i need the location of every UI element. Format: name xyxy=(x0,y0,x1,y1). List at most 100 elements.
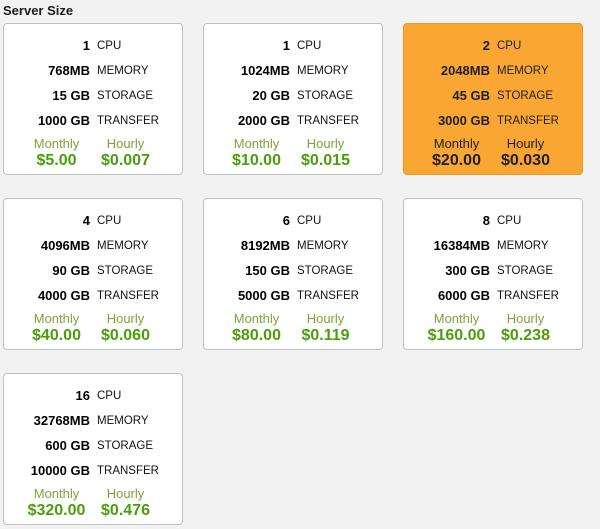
page-title: Server Size xyxy=(3,3,74,18)
memory-value: 16384MB xyxy=(433,238,490,253)
spec-row-transfer: 1000 GB TRANSFER xyxy=(4,108,182,133)
price-row: $10.00 $0.015 xyxy=(204,151,382,170)
price-header: Monthly Hourly xyxy=(4,136,182,151)
transfer-value: 3000 GB xyxy=(437,113,490,128)
cpu-value: 4 xyxy=(82,213,90,228)
price-row: $20.00 $0.030 xyxy=(404,151,582,170)
memory-value: 2048MB xyxy=(440,63,490,78)
price-row: $40.00 $0.060 xyxy=(4,326,182,345)
monthly-label: Monthly xyxy=(433,311,480,326)
spec-row-cpu: 1 CPU xyxy=(204,33,382,58)
transfer-label: TRANSFER xyxy=(97,114,159,127)
storage-label: STORAGE xyxy=(297,89,354,102)
storage-value: 15 GB xyxy=(52,88,90,103)
spec-row-memory: 32768MB MEMORY xyxy=(4,408,182,433)
cpu-label: CPU xyxy=(97,39,122,52)
spec-row-storage: 300 GB STORAGE xyxy=(404,258,582,283)
monthly-price: $320.00 xyxy=(27,502,86,519)
transfer-value: 5000 GB xyxy=(237,288,290,303)
cpu-label: CPU xyxy=(97,214,122,227)
spec-row-cpu: 16 CPU xyxy=(4,383,182,408)
price-header: Monthly Hourly xyxy=(404,136,582,151)
plan-card-4cpu[interactable]: 4 CPU 4096MB MEMORY 90 GB STORAGE 4000 G… xyxy=(3,198,183,350)
cpu-label: CPU xyxy=(297,39,322,52)
cpu-value: 2 xyxy=(482,38,490,53)
storage-label: STORAGE xyxy=(97,264,154,277)
hourly-price: $0.015 xyxy=(301,152,350,169)
plan-card-16cpu[interactable]: 16 CPU 32768MB MEMORY 600 GB STORAGE 100… xyxy=(3,373,183,525)
spec-row-transfer: 10000 GB TRANSFER xyxy=(4,458,182,483)
hourly-label: Hourly xyxy=(106,486,145,501)
cpu-value: 8 xyxy=(482,213,490,228)
price-header: Monthly Hourly xyxy=(4,486,182,501)
spec-row-transfer: 2000 GB TRANSFER xyxy=(204,108,382,133)
monthly-label: Monthly xyxy=(433,136,480,151)
hourly-price: $0.030 xyxy=(501,152,550,169)
spec-row-memory: 4096MB MEMORY xyxy=(4,233,182,258)
price-row: $160.00 $0.238 xyxy=(404,326,582,345)
plan-grid: 1 CPU 768MB MEMORY 15 GB STORAGE 1000 GB… xyxy=(3,23,600,525)
cpu-value: 1 xyxy=(82,38,90,53)
monthly-label: Monthly xyxy=(33,311,80,326)
spec-row-memory: 2048MB MEMORY xyxy=(404,58,582,83)
hourly-label: Hourly xyxy=(306,136,345,151)
spec-row-storage: 90 GB STORAGE xyxy=(4,258,182,283)
hourly-price: $0.060 xyxy=(101,327,150,344)
plan-card-1cpu[interactable]: 1 CPU 768MB MEMORY 15 GB STORAGE 1000 GB… xyxy=(3,23,183,175)
transfer-label: TRANSFER xyxy=(497,289,559,302)
memory-label: MEMORY xyxy=(97,414,149,427)
spec-row-memory: 16384MB MEMORY xyxy=(404,233,582,258)
transfer-label: TRANSFER xyxy=(497,114,559,127)
memory-value: 1024MB xyxy=(240,63,290,78)
spec-row-storage: 15 GB STORAGE xyxy=(4,83,182,108)
storage-value: 600 GB xyxy=(45,438,90,453)
plan-card-8cpu[interactable]: 8 CPU 16384MB MEMORY 300 GB STORAGE 6000… xyxy=(403,198,583,350)
cpu-label: CPU xyxy=(297,214,322,227)
monthly-price: $160.00 xyxy=(427,327,486,344)
storage-label: STORAGE xyxy=(297,264,354,277)
monthly-label: Monthly xyxy=(33,486,80,501)
hourly-label: Hourly xyxy=(506,136,545,151)
transfer-label: TRANSFER xyxy=(97,464,159,477)
storage-value: 150 GB xyxy=(245,263,290,278)
spec-row-memory: 8192MB MEMORY xyxy=(204,233,382,258)
plan-card-1cpu[interactable]: 1 CPU 1024MB MEMORY 20 GB STORAGE 2000 G… xyxy=(203,23,383,175)
storage-value: 90 GB xyxy=(52,263,90,278)
price-row: $80.00 $0.119 xyxy=(204,326,382,345)
spec-row-transfer: 3000 GB TRANSFER xyxy=(404,108,582,133)
memory-value: 768MB xyxy=(48,63,90,78)
cpu-value: 16 xyxy=(75,388,90,403)
price-header: Monthly Hourly xyxy=(204,136,382,151)
spec-row-storage: 150 GB STORAGE xyxy=(204,258,382,283)
hourly-price: $0.119 xyxy=(301,327,350,344)
spec-row-memory: 768MB MEMORY xyxy=(4,58,182,83)
monthly-price: $20.00 xyxy=(432,152,481,169)
transfer-label: TRANSFER xyxy=(297,114,359,127)
storage-label: STORAGE xyxy=(97,89,154,102)
storage-value: 20 GB xyxy=(252,88,290,103)
cpu-label: CPU xyxy=(97,389,122,402)
price-row: $5.00 $0.007 xyxy=(4,151,182,170)
cpu-value: 1 xyxy=(282,38,290,53)
hourly-label: Hourly xyxy=(106,136,145,151)
transfer-label: TRANSFER xyxy=(97,289,159,302)
monthly-price: $80.00 xyxy=(232,327,281,344)
price-header: Monthly Hourly xyxy=(204,311,382,326)
monthly-price: $10.00 xyxy=(232,152,281,169)
spec-row-cpu: 2 CPU xyxy=(404,33,582,58)
transfer-value: 1000 GB xyxy=(37,113,90,128)
monthly-price: $5.00 xyxy=(36,152,77,169)
transfer-value: 2000 GB xyxy=(237,113,290,128)
transfer-value: 4000 GB xyxy=(37,288,90,303)
plan-card-2cpu[interactable]: 2 CPU 2048MB MEMORY 45 GB STORAGE 3000 G… xyxy=(403,23,583,175)
hourly-label: Hourly xyxy=(306,311,345,326)
memory-label: MEMORY xyxy=(497,239,549,252)
hourly-price: $0.007 xyxy=(101,152,150,169)
hourly-label: Hourly xyxy=(506,311,545,326)
plan-card-6cpu[interactable]: 6 CPU 8192MB MEMORY 150 GB STORAGE 5000 … xyxy=(203,198,383,350)
cpu-label: CPU xyxy=(497,214,522,227)
spec-row-transfer: 6000 GB TRANSFER xyxy=(404,283,582,308)
spec-row-cpu: 4 CPU xyxy=(4,208,182,233)
storage-label: STORAGE xyxy=(497,89,554,102)
